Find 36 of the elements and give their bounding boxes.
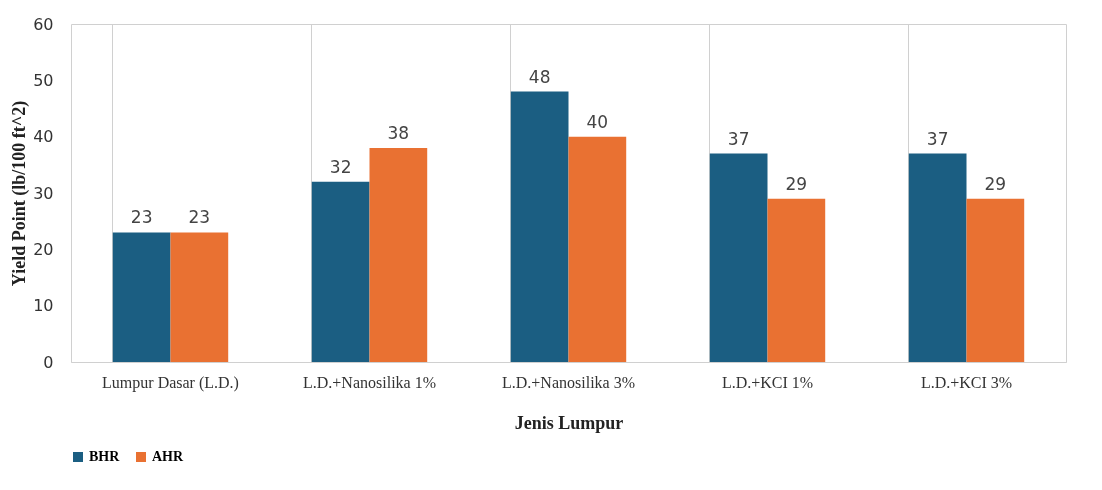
bar: [767, 198, 826, 362]
data-label: 29: [785, 173, 808, 194]
bar: [510, 91, 569, 362]
bar: [709, 153, 768, 362]
bar: [170, 232, 229, 362]
y-tick-label: 20: [33, 239, 54, 259]
bar: [112, 232, 171, 362]
data-label: 23: [130, 207, 153, 228]
bar: [369, 147, 428, 362]
data-label: 40: [586, 111, 609, 132]
x-tick-label: L.D.+Nanosilika 1%: [303, 373, 436, 391]
x-tick-label: L.D.+Nanosilika 3%: [502, 373, 635, 391]
x-tick-label: Lumpur Dasar (L.D.): [102, 373, 239, 392]
x-axis-title: Jenis Lumpur: [514, 412, 624, 433]
data-label: 48: [528, 66, 551, 87]
bar: [966, 198, 1025, 362]
legend-label: BHR: [89, 449, 121, 464]
data-label: 29: [984, 173, 1007, 194]
data-label: 37: [926, 128, 949, 149]
data-label: 32: [329, 156, 352, 177]
data-label: 38: [387, 122, 410, 143]
y-axis-title: Yield Point (lb/100 ft^2): [9, 100, 31, 287]
legend-label: AHR: [152, 449, 184, 464]
y-tick-label: 30: [33, 183, 54, 203]
bar: [568, 136, 627, 362]
data-label: 23: [188, 207, 211, 228]
bar: [908, 153, 967, 362]
bar: [311, 181, 370, 362]
y-tick-label: 60: [33, 14, 54, 34]
y-tick-label: 0: [43, 352, 54, 372]
y-tick-label: 10: [33, 296, 54, 316]
y-tick-label: 40: [33, 127, 54, 147]
x-tick-label: L.D.+KCI 1%: [721, 373, 814, 391]
y-tick-label: 50: [33, 70, 54, 90]
x-tick-label: L.D.+KCI 3%: [920, 373, 1013, 391]
data-label: 37: [727, 128, 750, 149]
